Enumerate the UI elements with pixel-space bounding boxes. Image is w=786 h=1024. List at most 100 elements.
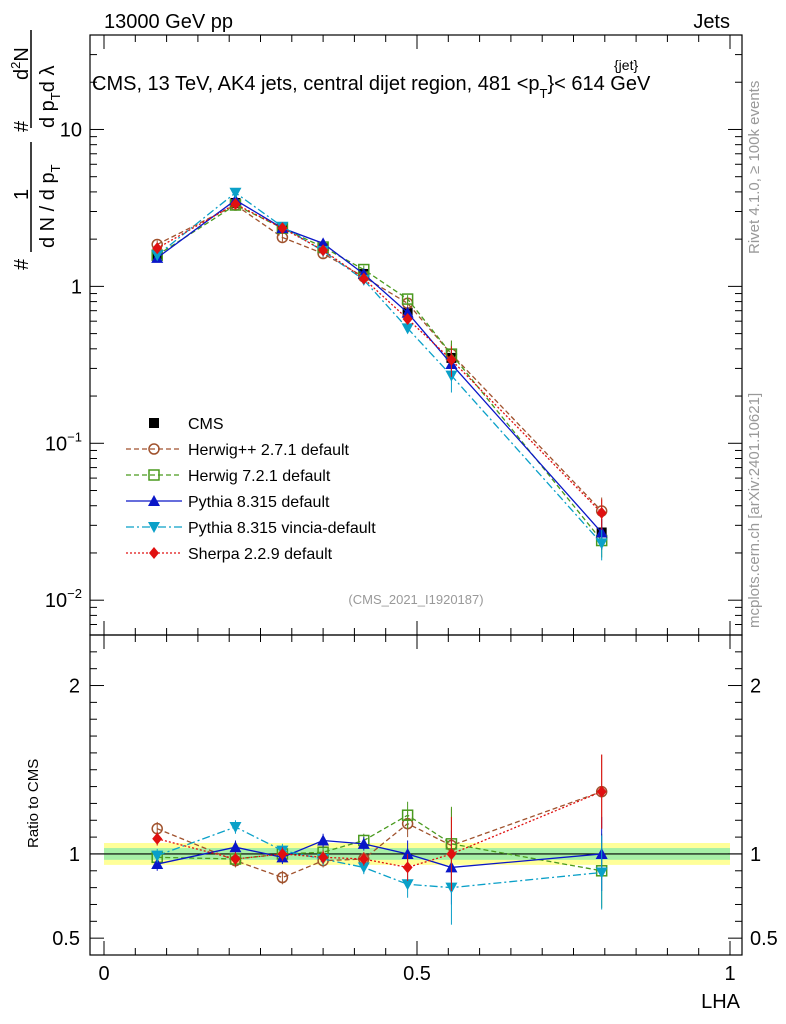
legend-label-herwig7: Herwig 7.2.1 default: [188, 468, 331, 485]
ratio-y-tick-label-right: 2: [750, 676, 761, 698]
ratio-y-axis-label: Ratio to CMS: [25, 759, 42, 848]
axes-frame: [89, 34, 743, 636]
herwig7-ratio-line: [157, 814, 602, 872]
vincia-marker: [151, 850, 164, 862]
vincia-marker: [229, 187, 242, 199]
mcplots-label: mcplots.cern.ch [arXiv:2401.10621]: [746, 393, 763, 628]
legend-label-herwigpp: Herwig++ 2.7.1 default: [188, 442, 350, 459]
legend-entry-vincia: Pythia 8.315 vincia-default: [126, 520, 376, 537]
sherpa-marker: [402, 861, 413, 874]
plot-title-end: }< 614 GeV: [547, 73, 651, 95]
sherpa-marker: [152, 832, 163, 845]
vincia-marker: [595, 867, 608, 879]
ylabel-right-den-end: d λ: [37, 66, 59, 93]
sherpa-marker: [402, 312, 413, 325]
pythia-marker: [357, 837, 370, 849]
herwig7-marker: [401, 293, 414, 305]
analysis-id: (CMS_2021_I1920187): [348, 592, 483, 607]
sherpa-marker: [358, 853, 369, 865]
ylabel-right-den: d pTd λ: [37, 66, 63, 128]
herwigpp-marker: [148, 443, 160, 455]
ratio-y-tick-label-left: 1: [69, 844, 80, 866]
legend-label-cms: CMS: [188, 416, 224, 433]
legend-entry-sherpa: Sherpa 2.2.9 default: [126, 546, 333, 563]
sherpa-ratio-line: [157, 791, 602, 869]
sherpa-marker: [358, 272, 369, 285]
ratio-y-tick-label-right: 1: [750, 844, 761, 866]
pythia-marker: [401, 306, 414, 318]
pythia-ratio-line: [157, 839, 602, 869]
x-axis-label: LHA: [701, 991, 741, 1013]
pythia-marker: [317, 834, 330, 846]
ylabel-right-num-d: d: [11, 69, 33, 80]
sherpa-marker: [230, 197, 241, 210]
pythia-line: [156, 199, 603, 533]
upper-series: [151, 187, 608, 561]
legend: CMS Herwig++ 2.7.1 default Herwig 7.2.1 de…: [126, 416, 376, 563]
sherpa-marker: [596, 785, 607, 798]
ylabel-fraction-den: d N / d pT: [37, 164, 63, 248]
y-tick-label-exp: −2: [67, 586, 82, 601]
ratio-series: [151, 754, 608, 925]
sherpa-marker: [318, 244, 329, 257]
vincia-marker: [595, 538, 608, 550]
ylabel-fraction-num: 1: [11, 189, 33, 200]
upper-y-axis-label: # 1 d N / d pT # d2N d pTd λ: [8, 30, 63, 270]
pythia-marker: [401, 847, 414, 859]
sherpa-line: [156, 203, 603, 514]
sherpa-series-ratio: [152, 754, 607, 891]
x-tick-label: 0: [98, 963, 109, 985]
vincia-ratio-line: [156, 826, 602, 889]
ylabel-right-num-sup: 2: [8, 62, 23, 69]
herwigpp-ratio-line: [156, 791, 602, 879]
header-energy-label: 13000 GeV pp: [104, 11, 233, 33]
ylabel-den-main: d N / d p: [37, 172, 59, 248]
sherpa-series-upper: [152, 197, 607, 530]
vincia-marker: [401, 879, 414, 891]
legend-entry-pythia: Pythia 8.315 default: [126, 494, 330, 511]
y-tick-label-base: 10: [45, 433, 67, 455]
rivet-label: Rivet 4.1.0, ≥ 100k events: [746, 81, 763, 254]
y-tick-label: 10−1: [45, 429, 82, 455]
sherpa-marker: [230, 853, 241, 865]
ratio-y-tick-label-left: 2: [69, 676, 80, 698]
vincia-series-ratio: [151, 820, 608, 925]
sherpa-marker: [277, 222, 288, 235]
herwigpp-line: [156, 204, 603, 512]
y-tick-label: 10−2: [45, 586, 82, 612]
pythia-marker: [151, 858, 164, 870]
vincia-marker: [148, 522, 160, 533]
sherpa-marker: [446, 847, 457, 860]
plot-title-sub: T: [540, 86, 548, 101]
herwig7-line: [156, 204, 603, 541]
legend-label-vincia: Pythia 8.315 vincia-default: [188, 520, 376, 537]
pythia-marker: [317, 237, 330, 249]
ylabel-right-num: d2N: [8, 47, 33, 80]
ratio-y-tick-label-right: 0.5: [750, 928, 778, 950]
plot-title-main: CMS, 13 TeV, AK4 jets, central dijet reg…: [92, 73, 540, 95]
ylabel-right-den-sub: T: [48, 92, 63, 100]
legend-entry-herwig7: Herwig 7.2.1 default: [126, 468, 331, 485]
vincia-line: [156, 191, 603, 544]
ylabel-hash-right: #: [11, 120, 33, 132]
ratio-axes: 0.5 0.5 1 1 2 2 0 0.5 1: [52, 634, 778, 985]
legend-label-pythia: Pythia 8.315 default: [188, 494, 330, 511]
vincia-marker: [229, 822, 242, 833]
sherpa-marker: [152, 242, 163, 255]
pythia-marker: [229, 841, 242, 853]
y-tick-label: 1: [71, 276, 82, 298]
legend-label-sherpa: Sherpa 2.2.9 default: [188, 546, 333, 563]
sherpa-marker: [446, 353, 457, 366]
herwigpp-marker: [276, 871, 289, 884]
x-tick-label: 1: [724, 963, 735, 985]
ylabel-right-num-n: N: [11, 47, 33, 61]
sherpa-marker: [318, 851, 329, 864]
pythia-marker: [148, 495, 160, 506]
sherpa-marker: [596, 506, 607, 519]
y-tick-label-base: 10: [45, 590, 67, 612]
x-tick-label: 0.5: [403, 963, 431, 985]
y-tick-label: 10: [60, 119, 82, 141]
legend-entry-cms: CMS: [149, 416, 224, 433]
